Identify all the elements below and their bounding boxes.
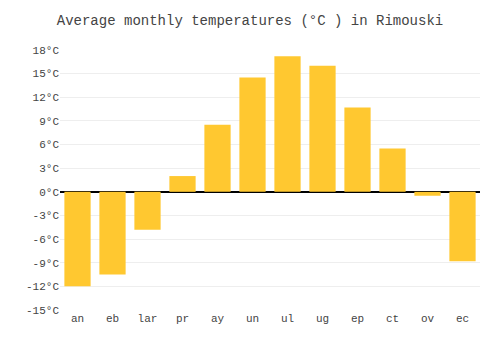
svg-text:15°C: 15°C <box>33 68 60 80</box>
svg-text:lar: lar <box>138 313 158 325</box>
svg-text:ec: ec <box>456 313 469 325</box>
svg-text:-12°C: -12°C <box>26 281 59 293</box>
svg-text:ct: ct <box>386 313 399 325</box>
svg-text:ul: ul <box>281 313 294 325</box>
svg-text:-6°C: -6°C <box>33 234 60 246</box>
svg-text:an: an <box>71 313 84 325</box>
svg-text:eb: eb <box>106 313 119 325</box>
svg-text:un: un <box>246 313 259 325</box>
svg-text:-9°C: -9°C <box>33 258 60 270</box>
svg-text:ay: ay <box>211 313 225 325</box>
svg-text:3°C: 3°C <box>39 163 59 175</box>
svg-text:-15°C: -15°C <box>26 305 59 317</box>
svg-text:12°C: 12°C <box>33 92 60 104</box>
svg-text:-3°C: -3°C <box>33 210 60 222</box>
svg-text:18°C: 18°C <box>33 45 60 57</box>
svg-text:Average monthly temperatures (: Average monthly temperatures (°C ) in Ri… <box>57 13 443 29</box>
svg-text:6°C: 6°C <box>39 139 59 151</box>
svg-text:ov: ov <box>421 313 435 325</box>
svg-text:0°C: 0°C <box>39 187 59 199</box>
svg-text:9°C: 9°C <box>39 116 59 128</box>
svg-text:ug: ug <box>316 313 329 325</box>
svg-text:pr: pr <box>176 313 189 325</box>
svg-text:ep: ep <box>351 313 364 325</box>
